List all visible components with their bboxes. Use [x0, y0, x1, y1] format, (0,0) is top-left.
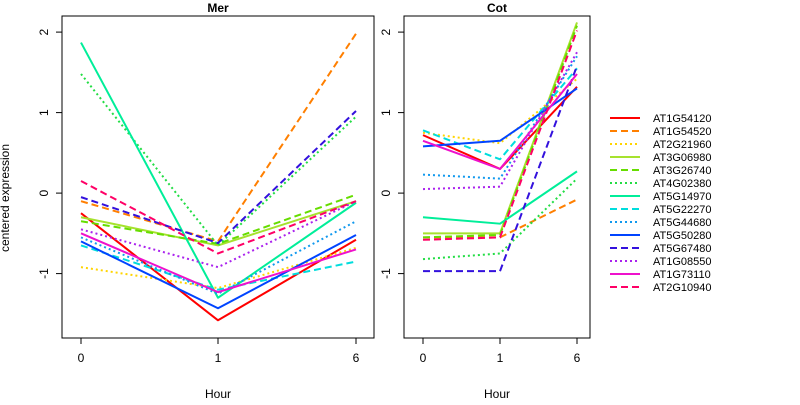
series-line-mer-at4g02380 — [80, 73, 357, 247]
legend: AT1G54120AT1G54520AT2G21960AT3G06980AT3G… — [610, 113, 712, 294]
legend-label: AT5G14970 — [653, 191, 712, 203]
legend-item-at3g26740: AT3G26740 — [610, 165, 712, 177]
y-tick-label-mer-3: 2 — [37, 28, 51, 35]
legend-label: AT5G44680 — [653, 217, 712, 229]
legend-label: AT1G08550 — [653, 256, 712, 268]
series-line-mer-at5g67480 — [80, 110, 357, 245]
series-line-mer-at2g10940 — [80, 180, 357, 255]
legend-label: AT5G50280 — [653, 230, 712, 242]
series-line-cot-at5g50280 — [422, 87, 578, 148]
y-axis-label: centered expression — [0, 144, 12, 252]
legend-item-at3g06980: AT3G06980 — [610, 152, 712, 164]
x-axis-label-cot: Hour — [484, 387, 510, 400]
legend-item-at1g73110: AT1G73110 — [610, 269, 711, 281]
legend-label: AT1G54520 — [653, 126, 712, 138]
legend-item-at5g50280: AT5G50280 — [610, 230, 712, 242]
panel-title-mer: Mer — [207, 1, 229, 15]
y-tick-label-mer-2: 1 — [37, 109, 51, 116]
x-tick-label-mer-2: 6 — [353, 351, 360, 365]
legend-item-at1g08550: AT1G08550 — [610, 256, 712, 268]
y-tick-label-mer-1: 0 — [37, 189, 51, 196]
legend-label: AT3G06980 — [653, 152, 712, 164]
series-line-mer-at2g21960 — [80, 246, 357, 290]
legend-item-at2g10940: AT2G10940 — [610, 282, 712, 294]
legend-item-at5g44680: AT5G44680 — [610, 217, 712, 229]
legend-item-at5g22270: AT5G22270 — [610, 204, 712, 216]
legend-label: AT5G67480 — [653, 243, 712, 255]
series-line-cot-at1g54120 — [422, 86, 578, 170]
legend-label: AT1G73110 — [653, 269, 711, 281]
series-line-cot-at5g14970 — [422, 170, 578, 225]
legend-item-at1g54520: AT1G54520 — [610, 126, 712, 138]
legend-label: AT3G26740 — [653, 165, 712, 177]
legend-item-at5g67480: AT5G67480 — [610, 243, 712, 255]
y-tick-label-cot-2: 1 — [379, 109, 393, 116]
series-line-cot-at2g21960 — [422, 78, 578, 145]
y-tick-label-cot-0: -1 — [379, 268, 393, 279]
legend-item-at5g14970: AT5G14970 — [610, 191, 712, 203]
series-line-cot-at2g10940 — [422, 30, 578, 241]
panel-frame-cot — [403, 15, 591, 339]
series-line-mer-at5g14970 — [80, 42, 357, 299]
series-line-cot-at5g22270 — [422, 67, 578, 161]
legend-item-at4g02380: AT4G02380 — [610, 178, 712, 190]
axes-mer: -1 0 1 2 0 1 6 — [37, 28, 360, 365]
legend-label: AT5G22270 — [653, 204, 712, 216]
y-tick-label-cot-3: 2 — [379, 28, 393, 35]
series-lines-cot — [422, 22, 578, 273]
legend-item-at2g21960: AT2G21960 — [610, 139, 712, 151]
panel-mer: Mer Hour -1 0 1 2 0 1 6 — [37, 1, 375, 401]
y-tick-label-mer-0: -1 — [37, 268, 51, 279]
panel-title-cot: Cot — [487, 1, 507, 15]
x-tick-label-mer-1: 1 — [215, 351, 222, 365]
x-tick-label-cot-0: 0 — [420, 351, 427, 365]
series-line-cot-at5g67480 — [423, 65, 578, 273]
series-line-mer-at3g06980 — [80, 200, 357, 247]
axes-cot: -1 0 1 2 0 1 6 — [379, 28, 581, 365]
series-lines-mer — [80, 33, 357, 322]
x-tick-label-cot-2: 6 — [574, 351, 581, 365]
legend-label: AT4G02380 — [653, 178, 712, 190]
legend-label: AT1G54120 — [653, 113, 712, 125]
series-line-cot-at4g02380 — [422, 177, 578, 261]
x-tick-label-cot-1: 1 — [497, 351, 504, 365]
series-line-mer-at5g22270 — [80, 244, 357, 291]
legend-label: AT2G21960 — [653, 139, 712, 151]
legend-item-at1g54120: AT1G54120 — [610, 113, 712, 125]
series-line-mer-at1g54120 — [80, 212, 357, 322]
series-line-cot-at5g44680 — [422, 55, 578, 180]
x-tick-label-mer-0: 0 — [78, 351, 85, 365]
series-line-mer-at5g50280 — [80, 234, 357, 310]
series-line-mer-at1g73110 — [80, 232, 357, 294]
series-line-cot-at3g26740 — [422, 25, 578, 239]
legend-label: AT2G10940 — [653, 282, 712, 294]
panel-cot: Cot Hour -1 0 1 2 0 1 6 — [379, 1, 591, 401]
y-tick-label-cot-1: 0 — [379, 189, 393, 196]
series-line-mer-at1g54520 — [80, 33, 357, 243]
series-line-cot-at1g73110 — [422, 73, 578, 170]
x-axis-label-mer: Hour — [205, 387, 231, 400]
